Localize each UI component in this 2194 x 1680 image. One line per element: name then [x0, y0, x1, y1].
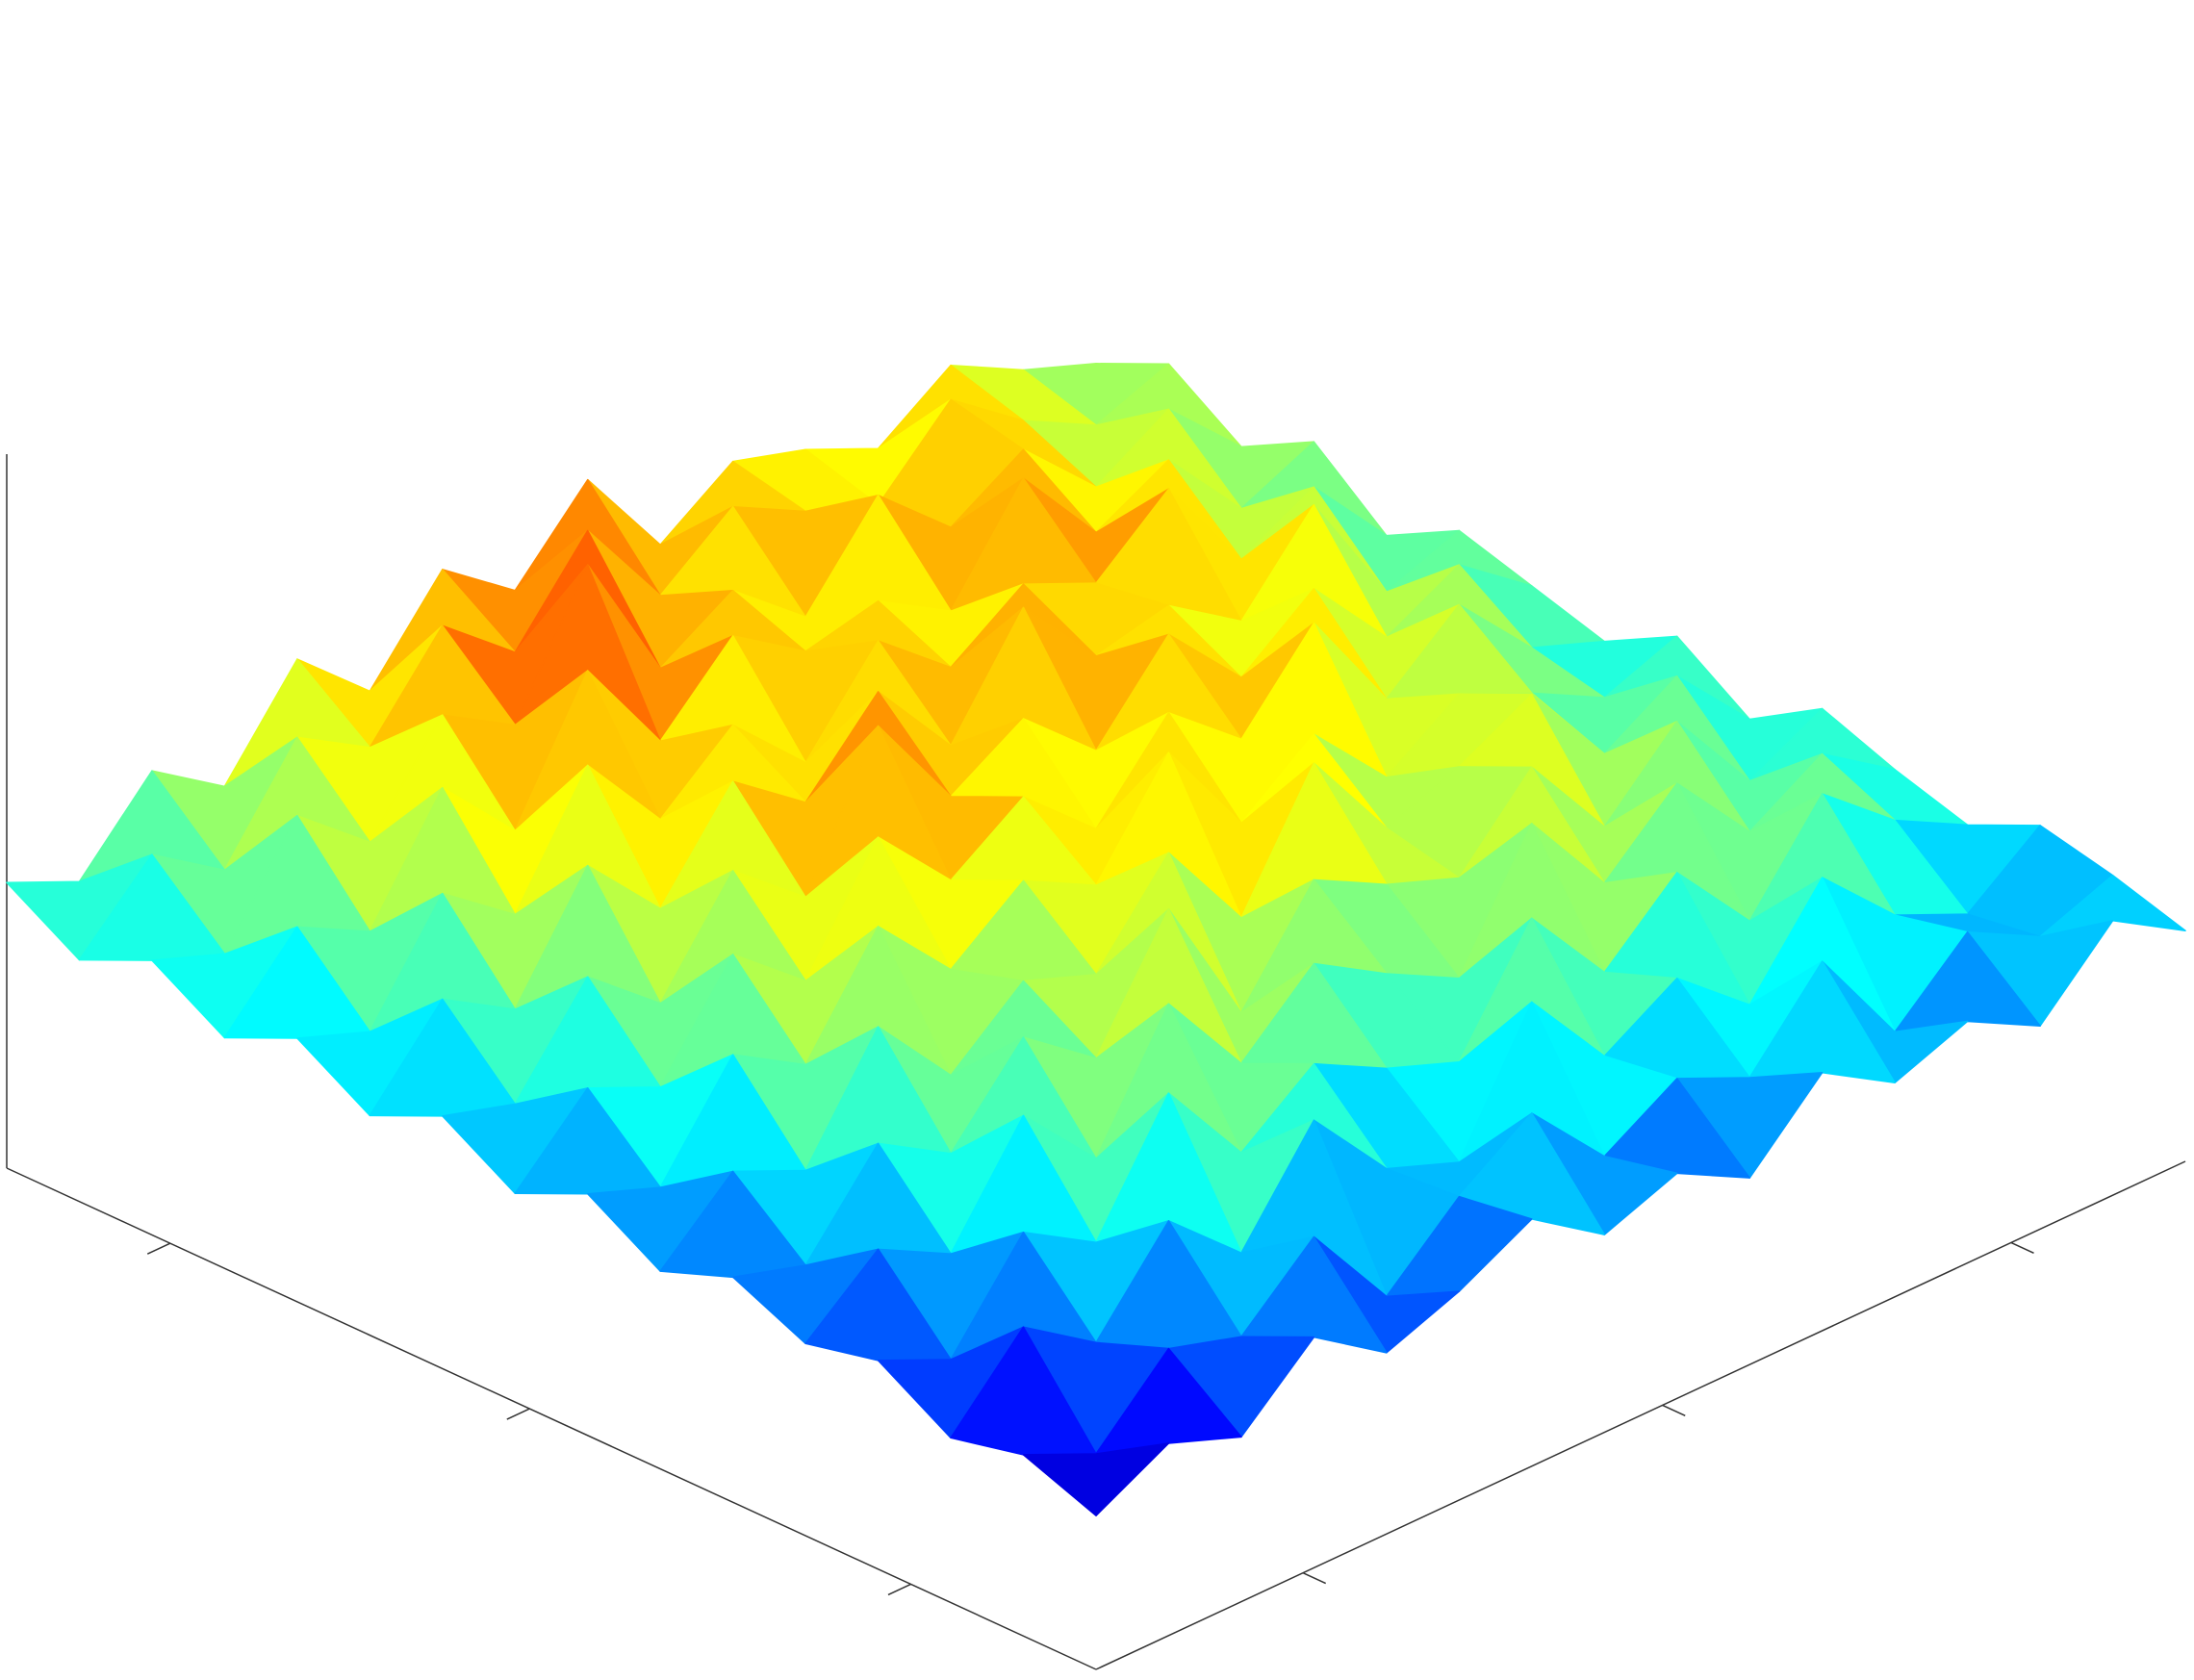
- axis-line: [6, 1167, 1097, 1670]
- x-tick: [887, 1583, 911, 1596]
- y-tick: [1302, 1571, 1327, 1585]
- y-tick: [2010, 1241, 2034, 1255]
- axis-line: [1095, 1160, 2186, 1670]
- x-tick: [506, 1408, 530, 1420]
- surface-patch: [1022, 1442, 1170, 1516]
- x-tick: [146, 1242, 171, 1255]
- y-tick: [1662, 1404, 1686, 1416]
